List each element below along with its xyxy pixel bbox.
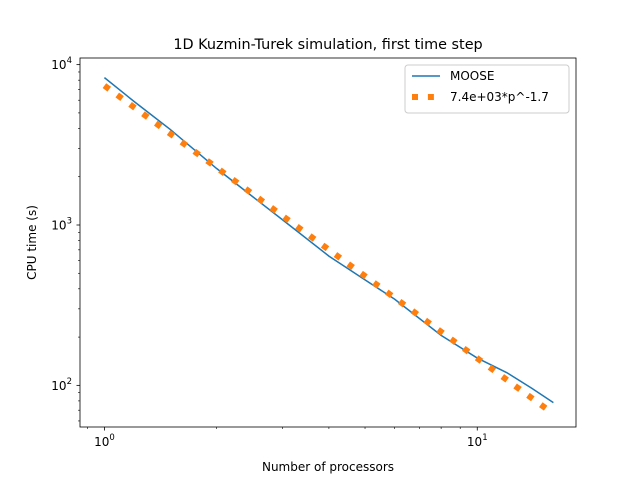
tick-label: 100 [94, 433, 115, 449]
tick-label: 101 [467, 433, 488, 449]
tick-label: 103 [51, 217, 72, 233]
x-axis-label: Number of processors [262, 460, 394, 474]
legend-label-fit: 7.4e+03*p^-1.7 [450, 90, 549, 104]
legend-label-moose: MOOSE [450, 69, 494, 83]
axis-ticks: 100 101 102 103 104 [51, 56, 487, 449]
chart-title: 1D Kuzmin-Turek simulation, first time s… [173, 37, 482, 53]
series-line-moose [103, 77, 554, 404]
y-axis-label: CPU time (s) [25, 205, 39, 280]
legend-box [404, 64, 570, 114]
plot-area [102, 77, 556, 417]
series-line-fit [102, 83, 556, 417]
plot-frame [79, 57, 577, 428]
tick-label: 104 [51, 56, 72, 72]
legend: MOOSE 7.4e+03*p^-1.7 [404, 64, 570, 114]
tick-label: 102 [51, 377, 72, 393]
